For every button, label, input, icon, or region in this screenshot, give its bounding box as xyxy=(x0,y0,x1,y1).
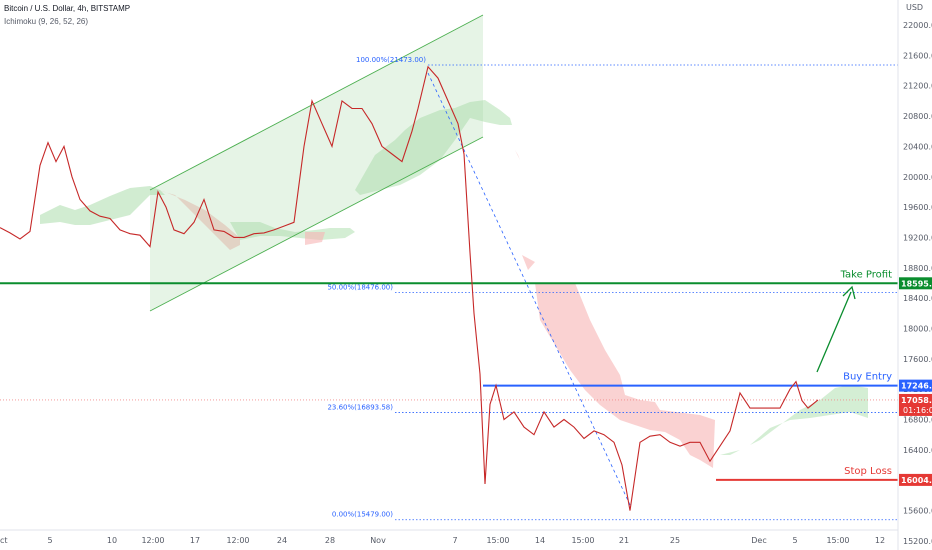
time-tick-label: 12:00 xyxy=(226,536,249,545)
chart-title: Bitcoin / U.S. Dollar, 4h, BITSTAMP xyxy=(4,4,131,13)
price-tick-label: 15200.00 xyxy=(903,537,932,546)
buy-entry-tag: 17246.66 xyxy=(901,382,932,391)
price-tick-label: 21600.00 xyxy=(903,51,932,60)
indicator-legend: Ichimoku (9, 26, 52, 26) xyxy=(4,17,89,26)
fibonacci-retracement[interactable]: 100.00%(21473.00) 50.00%(18476.00) 23.60%(… xyxy=(327,56,898,521)
price-tick-label: 16800.00 xyxy=(903,416,932,425)
price-tags: 18595.60 17246.66 16004.00 17058.0001:16:05 xyxy=(899,277,932,486)
time-tick-label: 7 xyxy=(452,536,457,545)
time-tick-label: 5 xyxy=(47,536,52,545)
fib-level-label: 23.60%(16893.58) xyxy=(327,403,393,411)
time-tick-label: Nov xyxy=(370,536,386,545)
fib-level-label: 0.00%(15479.00) xyxy=(332,511,393,519)
price-tick-label: 20800.00 xyxy=(903,112,932,121)
price-tick-label: 19600.00 xyxy=(903,203,932,212)
stop-loss-label: Stop Loss xyxy=(844,466,892,477)
time-axis[interactable]: ct 5 10 12:00 17 12:00 24 28 Nov 7 15:00 14 15:00 21 2… xyxy=(0,536,885,545)
stop-loss-tag: 16004.00 xyxy=(901,476,932,485)
buy-entry-tag-box xyxy=(899,379,932,392)
time-tick-label: 12:00 xyxy=(141,536,164,545)
time-tick-label: 15:00 xyxy=(826,536,849,545)
time-tick-label: Dec xyxy=(751,536,766,545)
price-tick-label: 22000.00 xyxy=(903,21,932,30)
currency-label: USD xyxy=(906,3,923,12)
take-profit-tag: 18595.60 xyxy=(901,279,932,288)
ascending-channel[interactable] xyxy=(149,14,484,312)
time-tick-label: 25 xyxy=(670,536,680,545)
ichimoku-cloud xyxy=(40,100,868,468)
stop-loss-tag-box xyxy=(899,473,932,486)
price-tick-label: 15600.00 xyxy=(903,507,932,516)
buy-entry-label: Buy Entry xyxy=(843,372,892,383)
time-tick-label: 21 xyxy=(619,536,629,545)
price-tick-label: 18000.00 xyxy=(903,324,932,333)
time-tick-label: 14 xyxy=(535,536,545,545)
time-tick-label: ct xyxy=(0,536,8,545)
bar-countdown: 01:16:05 xyxy=(903,406,932,415)
price-tick-label: 20000.00 xyxy=(903,173,932,182)
current-price-tag: 17058.00 xyxy=(901,396,932,405)
take-profit-tag-box xyxy=(899,277,932,290)
time-tick-label: 12 xyxy=(875,536,885,545)
time-tick-label: 17 xyxy=(190,536,200,545)
current-price-tag-box xyxy=(899,393,932,416)
time-tick-label: 28 xyxy=(325,536,335,545)
fib-diagonal xyxy=(427,72,632,508)
price-axis[interactable]: 15200.0015600.0016000.0016400.0016800.00… xyxy=(903,21,932,546)
fib-level-label: 100.00%(21473.00) xyxy=(356,56,426,64)
price-tick-label: 18800.00 xyxy=(903,264,932,273)
projection-arrow[interactable] xyxy=(816,285,856,373)
price-tick-label: 17600.00 xyxy=(903,355,932,364)
price-tick-label: 21200.00 xyxy=(903,82,932,91)
time-tick-label: 10 xyxy=(107,536,117,545)
price-tick-label: 20400.00 xyxy=(903,142,932,151)
price-tick-label: 16400.00 xyxy=(903,446,932,455)
time-tick-label: 15:00 xyxy=(486,536,509,545)
price-tick-label: 18400.00 xyxy=(903,294,932,303)
take-profit-label: Take Profit xyxy=(840,269,893,280)
price-series xyxy=(0,65,819,511)
time-tick-label: 24 xyxy=(277,536,287,545)
time-tick-label: 15:00 xyxy=(571,536,594,545)
fib-level-label: 50.00%(18476.00) xyxy=(327,283,393,291)
price-tick-label: 19200.00 xyxy=(903,233,932,242)
time-tick-label: 5 xyxy=(792,536,797,545)
